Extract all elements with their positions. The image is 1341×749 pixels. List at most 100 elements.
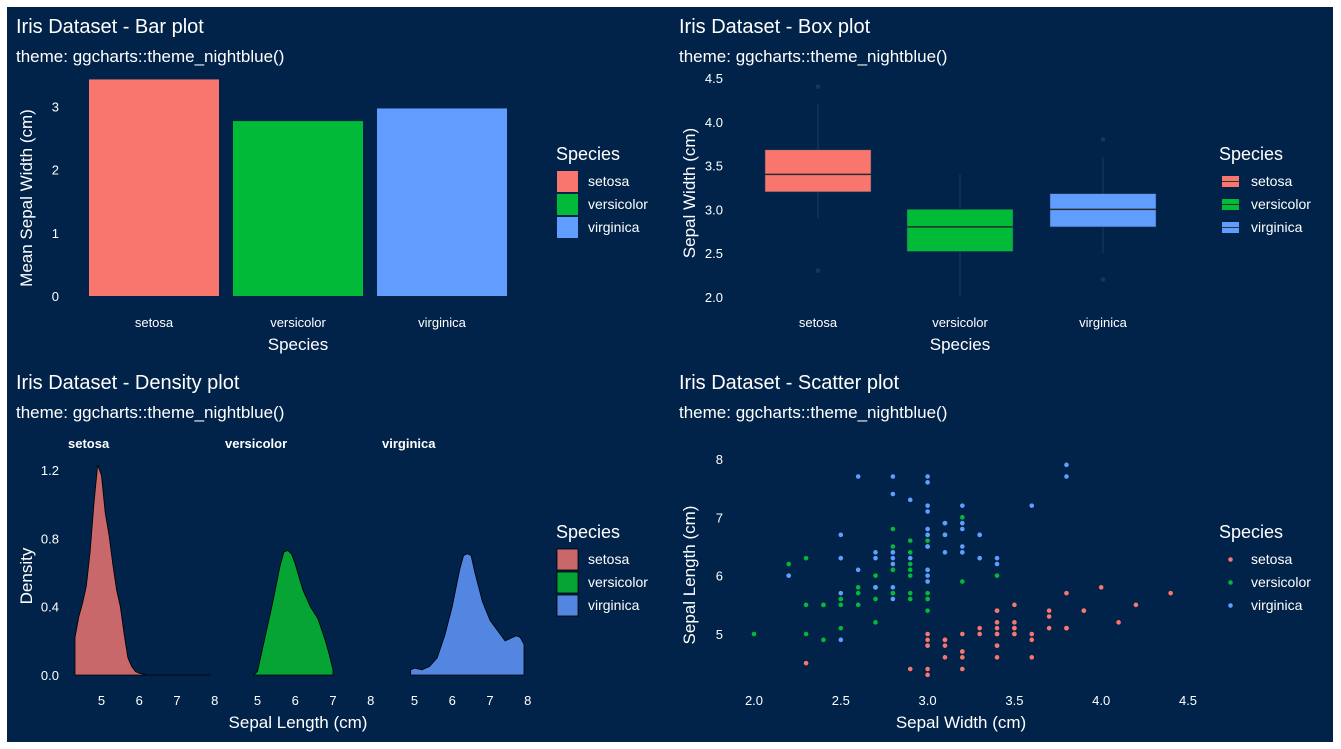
box-chart-title: Iris Dataset - Box plot	[679, 16, 871, 38]
bar-y-tick-3: 3	[52, 100, 59, 115]
scatter-x-tick-2.5: 2.5	[832, 693, 850, 708]
scatter-point-virginica-9	[1029, 503, 1035, 508]
density-chart-subtitle: theme: ggcharts::theme_nightblue()	[16, 403, 284, 422]
box-virginica	[1049, 193, 1157, 228]
scatter-point-setosa-32	[1116, 620, 1121, 625]
box-y-tick-4.5: 4.5	[705, 71, 723, 86]
box-outlier-setosa-0	[815, 268, 821, 274]
scatter-y-ticks: 5 6 7 8	[716, 452, 723, 642]
scatter-point-setosa-38	[925, 666, 930, 672]
legend-label-versicolor: versicolor	[588, 574, 648, 590]
scatter-point-setosa-28	[994, 620, 1000, 625]
scatter-point-setosa-6	[994, 655, 1000, 660]
scatter-point-setosa-24	[994, 643, 1000, 648]
box-x-tick-versicolor: versicolor	[932, 315, 988, 330]
density-area-versicolor	[252, 549, 334, 676]
scatter-point-setosa-4	[1029, 631, 1035, 637]
scatter-point-setosa-42	[960, 666, 965, 672]
scatter-point-setosa-15	[1168, 590, 1173, 596]
scatter-legend: Species setosa versicolor virginica	[1219, 522, 1311, 613]
density-x-tick-setosa-7: 7	[173, 693, 180, 708]
scatter-point-virginica-12	[925, 526, 930, 532]
scatter-point-setosa-33	[1133, 602, 1139, 608]
legend-key-virginica	[557, 217, 578, 238]
scatter-point-versicolor-49	[890, 590, 896, 596]
bar-y-tick-1: 1	[52, 226, 59, 241]
scatter-point-versicolor-24	[907, 550, 913, 555]
scatter-point-versicolor-0	[960, 515, 965, 520]
scatter-y-tick-7: 7	[716, 510, 723, 525]
density-x-tick-versicolor-8: 8	[367, 693, 374, 708]
scatter-point-virginica-19	[786, 573, 792, 578]
scatter-point-virginica-49	[925, 579, 930, 584]
scatter-point-versicolor-43	[803, 631, 809, 637]
legend-label-versicolor: versicolor	[588, 196, 648, 212]
scatter-point-virginica-31	[1064, 462, 1069, 468]
scatter-point-virginica-36	[994, 555, 1000, 561]
scatter-point-virginica-0	[977, 555, 982, 561]
scatter-point-setosa-3	[942, 655, 948, 660]
box-x-ticks: setosa versicolor virginica	[799, 315, 1128, 330]
bar-y-tick-0: 0	[52, 289, 59, 304]
scatter-point-virginica-38	[925, 573, 930, 578]
scatter-point-virginica-26	[890, 561, 896, 567]
scatter-point-virginica-10	[960, 544, 965, 549]
scatter-point-versicolor-45	[925, 590, 930, 596]
scatter-point-setosa-16	[1081, 608, 1087, 613]
legend-label-virginica: virginica	[588, 597, 640, 613]
scatter-point-setosa-39	[994, 625, 1000, 631]
bar-virginica	[377, 108, 507, 296]
legend-label-virginica: virginica	[1251, 597, 1303, 613]
legend-key-versicolor	[1228, 580, 1233, 585]
legend-key-versicolor	[556, 571, 579, 594]
density-chart: Iris Dataset - Density plot theme: ggcha…	[16, 372, 648, 732]
scatter-point-versicolor-25	[925, 538, 930, 543]
scatter-point-versicolor-35	[994, 573, 1000, 578]
density-y-tick-0.8: 0.8	[41, 531, 59, 546]
box-y-axis-label: Sepal Width (cm)	[680, 128, 699, 258]
scatter-y-axis-label: Sepal Length (cm)	[680, 506, 699, 645]
density-y-tick-1.2: 1.2	[41, 463, 59, 478]
density-area-virginica	[410, 553, 525, 676]
box-y-tick-2.0: 2.0	[705, 290, 723, 305]
density-x-tick-virginica-5: 5	[411, 693, 418, 708]
box-x-tick-setosa: setosa	[799, 315, 838, 330]
bar-series	[89, 79, 507, 296]
scatter-x-tick-3.5: 3.5	[1005, 693, 1023, 708]
scatter-point-virginica-15	[960, 550, 965, 555]
scatter-point-virginica-48	[994, 561, 1000, 567]
box-series	[764, 84, 1157, 297]
legend-key-setosa	[556, 548, 579, 571]
scatter-point-virginica-46	[838, 555, 844, 561]
scatter-point-virginica-6	[838, 637, 844, 643]
legend-key-virginica	[1228, 603, 1233, 608]
box-x-axis-label: Species	[930, 335, 990, 354]
scatter-point-setosa-49	[977, 631, 982, 637]
bar-x-tick-versicolor: versicolor	[270, 315, 326, 330]
legend-label-virginica: virginica	[1251, 219, 1303, 235]
scatter-point-virginica-20	[960, 520, 965, 526]
density-y-ticks: 0.0 0.4 0.8 1.2	[41, 463, 59, 683]
scatter-point-setosa-13	[925, 672, 930, 678]
scatter-point-versicolor-46	[907, 590, 913, 596]
scatter-point-setosa-37	[1029, 637, 1035, 643]
legend-title: Species	[556, 522, 620, 542]
scatter-point-versicolor-48	[838, 625, 844, 631]
scatter-point-setosa-14	[1098, 585, 1104, 590]
scatter-point-virginica-30	[890, 491, 896, 497]
facet-label-setosa: setosa	[68, 436, 110, 451]
scatter-x-ticks: 2.0 2.5 3.0 3.5 4.0 4.5	[745, 693, 1197, 708]
density-chart-title: Iris Dataset - Density plot	[16, 372, 240, 394]
scatter-point-versicolor-33	[873, 573, 878, 578]
scatter-y-tick-6: 6	[716, 569, 723, 584]
bar-legend: Species setosa versicolor virginica	[556, 144, 648, 238]
legend-label-versicolor: versicolor	[1251, 574, 1311, 590]
figure-panel: Iris Dataset - Bar plot theme: ggcharts:…	[7, 7, 1333, 742]
density-x-tick-setosa-8: 8	[211, 693, 218, 708]
scatter-point-virginica-7	[907, 497, 913, 503]
bar-x-axis-label: Species	[268, 335, 328, 354]
legend-key-virginica	[556, 594, 579, 617]
scatter-point-versicolor-13	[907, 567, 913, 573]
legend-label-versicolor: versicolor	[1251, 196, 1311, 212]
scatter-point-virginica-44	[977, 532, 982, 538]
